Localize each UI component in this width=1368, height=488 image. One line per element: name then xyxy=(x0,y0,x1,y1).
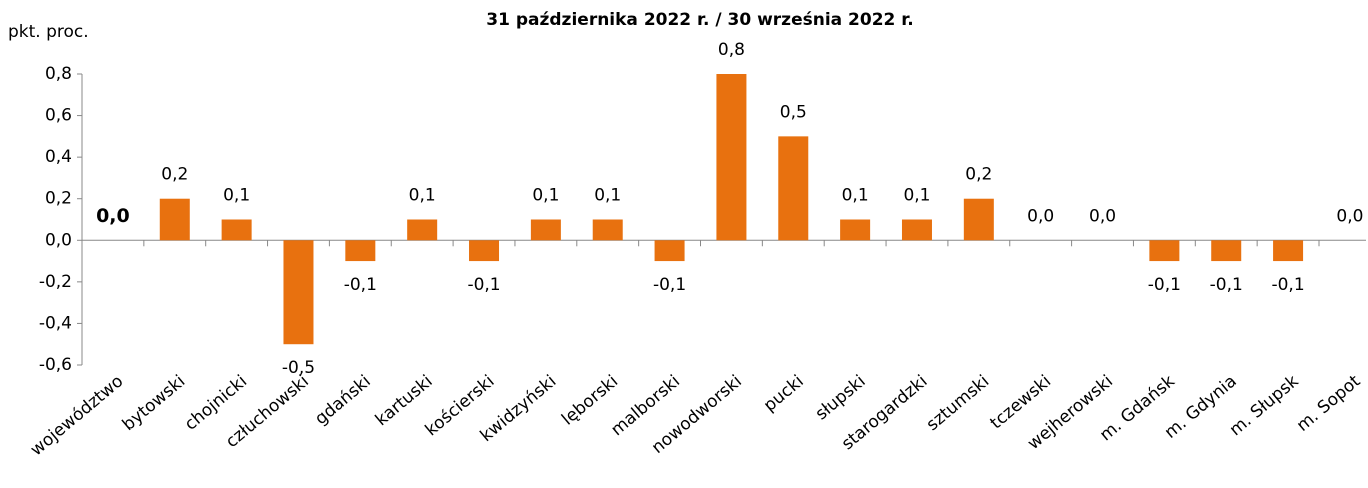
bar xyxy=(1273,240,1304,262)
value-label: 0,1 xyxy=(594,186,621,206)
bar xyxy=(221,219,252,241)
bar xyxy=(1211,240,1242,262)
value-label: -0,1 xyxy=(1271,275,1304,295)
y-axis-label: pkt. proc. xyxy=(8,22,89,42)
bar xyxy=(1149,240,1180,262)
value-label: 0,2 xyxy=(161,165,188,185)
value-label: -0,5 xyxy=(282,358,315,378)
x-tick-label: słupski xyxy=(812,371,870,424)
bar xyxy=(654,240,685,262)
y-tick-label: 0,6 xyxy=(45,106,72,126)
x-tick-label: bytowski xyxy=(119,371,190,435)
value-label: 0,2 xyxy=(965,165,992,185)
y-tick-label: -0,6 xyxy=(39,355,72,375)
value-label: -0,1 xyxy=(653,275,686,295)
bar xyxy=(716,74,747,241)
bar xyxy=(283,240,314,345)
value-label: 0,5 xyxy=(780,102,807,122)
value-label: 0,0 xyxy=(1089,206,1116,226)
y-tick-label: 0,4 xyxy=(45,147,72,167)
bar xyxy=(530,219,561,241)
value-label: 0,0 xyxy=(1027,206,1054,226)
value-label: 0,1 xyxy=(223,186,250,206)
value-label: -0,1 xyxy=(344,275,377,295)
bar xyxy=(407,219,438,241)
x-tick-label: sztumski xyxy=(923,371,993,435)
y-tick-label: 0,8 xyxy=(45,64,72,84)
value-label: 0,1 xyxy=(842,186,869,206)
chart-title: 31 października 2022 r. / 30 września 20… xyxy=(486,10,913,30)
bar xyxy=(901,219,932,241)
value-label: 0,0 xyxy=(96,205,130,227)
value-label: 0,1 xyxy=(409,186,436,206)
value-label: -0,1 xyxy=(1210,275,1243,295)
x-tick-label: m. Słupsk xyxy=(1226,371,1303,440)
bar xyxy=(778,136,809,241)
y-tick-label: 0,2 xyxy=(45,189,72,209)
x-tick-label: gdański xyxy=(311,371,375,429)
bar xyxy=(469,240,500,262)
bar xyxy=(592,219,623,241)
x-tick-label: m. Sopot xyxy=(1293,371,1365,436)
bar xyxy=(159,198,190,241)
y-tick-label: -0,4 xyxy=(39,313,72,333)
bar xyxy=(963,198,994,241)
value-label: -0,1 xyxy=(467,275,500,295)
value-label: 0,0 xyxy=(1336,206,1363,226)
value-label: 0,1 xyxy=(903,186,930,206)
value-label: 0,8 xyxy=(718,40,745,60)
x-tick-label: województwo xyxy=(27,371,128,460)
bar xyxy=(840,219,871,241)
y-tick-label: -0,2 xyxy=(39,272,72,292)
x-tick-label: pucki xyxy=(760,371,808,416)
value-label: -0,1 xyxy=(1148,275,1181,295)
bar xyxy=(345,240,376,262)
y-tick-label: 0,0 xyxy=(45,230,72,250)
value-label: 0,1 xyxy=(532,186,559,206)
